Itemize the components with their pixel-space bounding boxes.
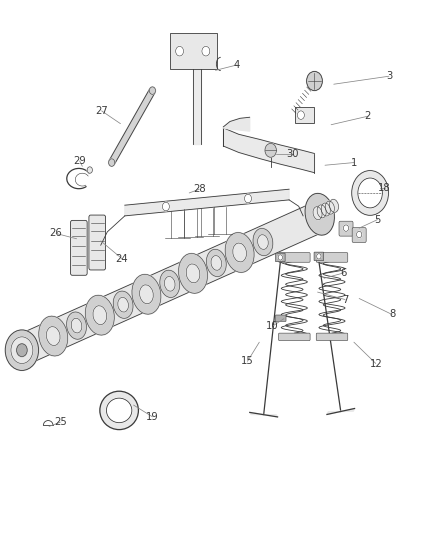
Text: 4: 4 bbox=[233, 60, 240, 70]
Circle shape bbox=[5, 330, 39, 370]
Text: 7: 7 bbox=[342, 295, 348, 304]
Text: 19: 19 bbox=[146, 412, 159, 422]
Ellipse shape bbox=[179, 254, 208, 293]
FancyBboxPatch shape bbox=[339, 221, 353, 236]
Ellipse shape bbox=[85, 295, 114, 335]
Circle shape bbox=[297, 111, 304, 119]
FancyBboxPatch shape bbox=[71, 221, 87, 275]
Ellipse shape bbox=[186, 264, 200, 283]
FancyBboxPatch shape bbox=[279, 333, 310, 341]
FancyBboxPatch shape bbox=[279, 253, 310, 262]
Ellipse shape bbox=[132, 274, 161, 314]
Circle shape bbox=[17, 344, 27, 357]
Ellipse shape bbox=[118, 297, 128, 312]
FancyBboxPatch shape bbox=[316, 333, 348, 341]
Text: 29: 29 bbox=[73, 156, 86, 166]
FancyBboxPatch shape bbox=[89, 215, 106, 270]
Ellipse shape bbox=[164, 277, 175, 291]
Text: 24: 24 bbox=[116, 254, 128, 263]
FancyBboxPatch shape bbox=[314, 252, 324, 261]
Polygon shape bbox=[223, 128, 314, 173]
Polygon shape bbox=[109, 88, 155, 165]
Text: 1: 1 bbox=[351, 158, 357, 167]
Ellipse shape bbox=[140, 285, 153, 304]
Text: 28: 28 bbox=[193, 184, 205, 194]
Ellipse shape bbox=[233, 243, 247, 262]
Ellipse shape bbox=[71, 318, 82, 333]
Polygon shape bbox=[327, 408, 355, 415]
Ellipse shape bbox=[93, 306, 107, 325]
Circle shape bbox=[202, 46, 210, 56]
Ellipse shape bbox=[329, 199, 339, 212]
Text: 10: 10 bbox=[266, 321, 279, 331]
Ellipse shape bbox=[160, 270, 180, 297]
Text: 15: 15 bbox=[241, 357, 254, 366]
Circle shape bbox=[87, 167, 92, 173]
Text: 5: 5 bbox=[374, 215, 381, 224]
Ellipse shape bbox=[113, 291, 133, 318]
Polygon shape bbox=[250, 413, 278, 417]
Circle shape bbox=[109, 159, 115, 166]
Circle shape bbox=[352, 171, 389, 215]
Polygon shape bbox=[193, 69, 201, 144]
Text: 12: 12 bbox=[369, 359, 382, 368]
Ellipse shape bbox=[325, 201, 334, 214]
Ellipse shape bbox=[253, 229, 273, 256]
Polygon shape bbox=[223, 117, 250, 131]
Text: 8: 8 bbox=[389, 310, 395, 319]
FancyBboxPatch shape bbox=[316, 253, 348, 262]
Circle shape bbox=[357, 231, 362, 238]
Ellipse shape bbox=[321, 203, 330, 216]
FancyBboxPatch shape bbox=[295, 107, 314, 123]
Ellipse shape bbox=[317, 205, 326, 218]
Text: 2: 2 bbox=[365, 111, 371, 121]
Ellipse shape bbox=[305, 193, 334, 235]
Text: 6: 6 bbox=[341, 268, 347, 278]
FancyBboxPatch shape bbox=[170, 33, 217, 69]
Text: 30: 30 bbox=[286, 149, 299, 158]
Circle shape bbox=[244, 195, 251, 203]
Ellipse shape bbox=[206, 249, 226, 277]
Ellipse shape bbox=[258, 235, 268, 249]
Text: 18: 18 bbox=[378, 183, 391, 192]
FancyBboxPatch shape bbox=[276, 315, 286, 321]
Ellipse shape bbox=[39, 316, 68, 356]
Ellipse shape bbox=[211, 256, 222, 270]
Circle shape bbox=[358, 178, 382, 208]
Ellipse shape bbox=[67, 312, 86, 339]
Ellipse shape bbox=[46, 327, 60, 345]
Circle shape bbox=[278, 255, 283, 260]
Ellipse shape bbox=[106, 398, 132, 423]
Text: 27: 27 bbox=[95, 106, 108, 116]
Text: 25: 25 bbox=[54, 417, 67, 427]
Circle shape bbox=[162, 202, 170, 211]
Polygon shape bbox=[125, 189, 289, 216]
Ellipse shape bbox=[313, 207, 322, 220]
Circle shape bbox=[317, 254, 321, 259]
FancyBboxPatch shape bbox=[276, 253, 285, 262]
FancyBboxPatch shape bbox=[352, 228, 366, 243]
Circle shape bbox=[149, 87, 155, 94]
Circle shape bbox=[307, 71, 322, 91]
Ellipse shape bbox=[225, 232, 254, 272]
Polygon shape bbox=[20, 204, 320, 364]
Circle shape bbox=[343, 225, 349, 231]
Text: 26: 26 bbox=[49, 229, 63, 238]
Circle shape bbox=[176, 46, 184, 56]
Circle shape bbox=[265, 143, 276, 157]
Ellipse shape bbox=[100, 391, 138, 430]
Circle shape bbox=[11, 337, 33, 364]
Text: 3: 3 bbox=[386, 71, 392, 81]
